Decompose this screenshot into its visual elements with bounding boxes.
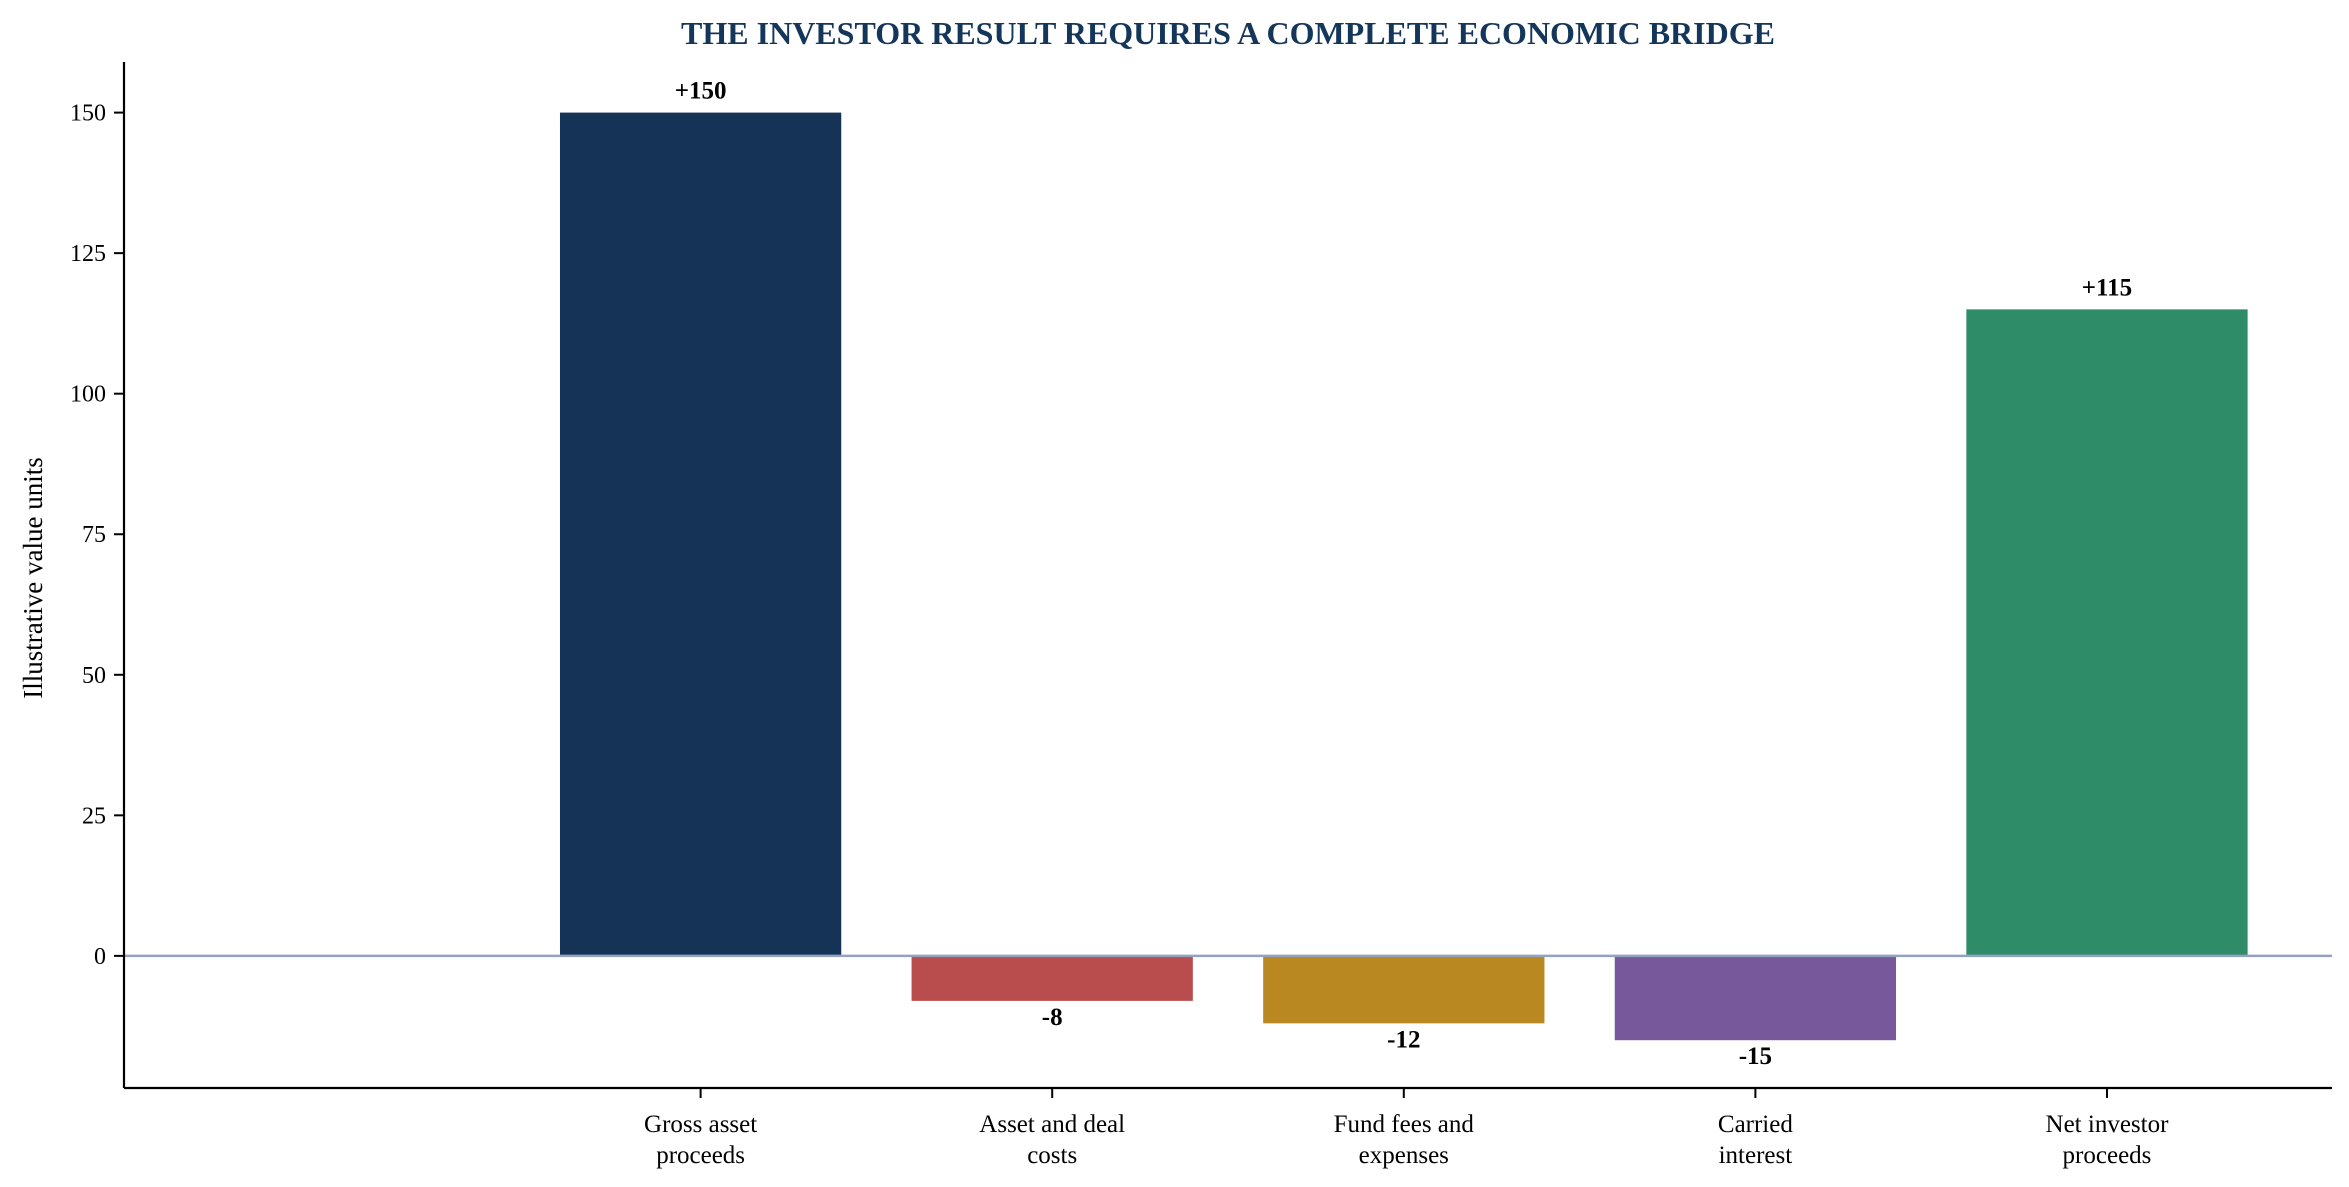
bar-4 xyxy=(1614,955,1897,1041)
y-axis-label: Illustrative value units xyxy=(18,457,48,698)
labels-layer: +150 Gross asset proceeds -8 Asset and deal c… xyxy=(70,78,2169,1169)
bar-1 xyxy=(559,112,842,956)
x-tick-label: Fund fees and expenses xyxy=(1334,1111,1475,1169)
chart-title: THE INVESTOR RESULT REQUIRES A COMPLETE … xyxy=(681,15,1775,51)
x-tick-label: Carried interest xyxy=(1718,1111,1793,1169)
axes-layer xyxy=(114,62,2332,1098)
y-tick-label: 50 xyxy=(82,663,106,689)
bar-value-label: -12 xyxy=(1387,1026,1420,1053)
bar-2 xyxy=(911,955,1193,1001)
y-tick-label: 25 xyxy=(82,803,106,829)
bar-value-label: +115 xyxy=(2082,274,2132,301)
bars-layer xyxy=(559,112,2248,1041)
y-tick-label: 0 xyxy=(94,944,106,970)
x-tick-label: Gross asset proceeds xyxy=(644,1111,757,1169)
bar-3 xyxy=(1263,955,1545,1024)
bar-value-label: +150 xyxy=(675,78,727,105)
y-tick-label: 125 xyxy=(70,241,106,267)
bar-value-label: -8 xyxy=(1042,1004,1063,1031)
x-tick-label: Net investor proceeds xyxy=(2046,1111,2170,1169)
y-tick-label: 100 xyxy=(70,382,106,408)
bar-value-label: -15 xyxy=(1739,1043,1772,1070)
y-tick-label: 150 xyxy=(70,101,106,127)
x-tick-label: Asset and deal costs xyxy=(979,1111,1125,1169)
bar-5 xyxy=(1966,309,2248,956)
y-tick-label: 75 xyxy=(82,522,106,548)
